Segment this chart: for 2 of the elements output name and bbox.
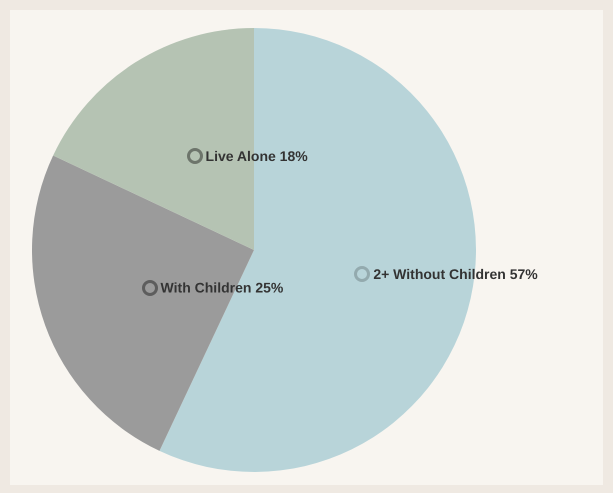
slice-label: 2+ Without Children 57% (373, 266, 538, 282)
slice-label: Live Alone 18% (206, 148, 308, 164)
